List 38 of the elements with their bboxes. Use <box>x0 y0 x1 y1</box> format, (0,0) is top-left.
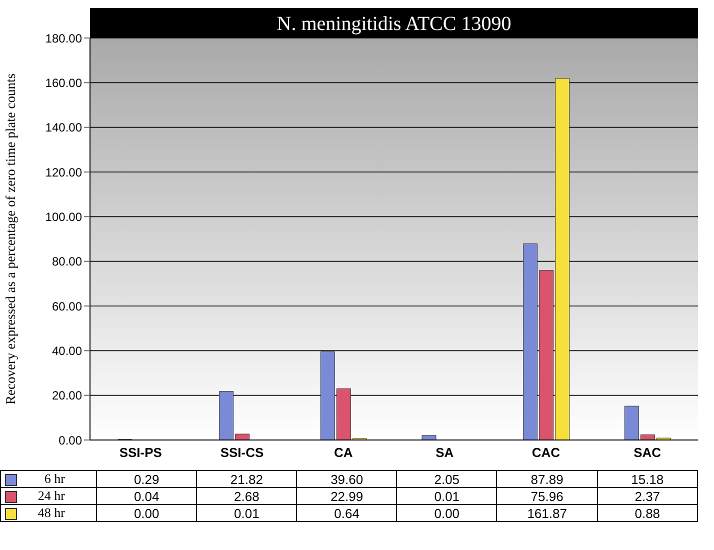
y-tick-label: 80.00 <box>52 254 82 269</box>
data-label: 2.37 <box>597 488 698 504</box>
y-tick-label: 180.00 <box>45 31 82 46</box>
x-tick-label: SSI-PS <box>119 445 162 460</box>
data-label: 21.82 <box>196 470 297 488</box>
data-label: 0.29 <box>96 470 197 488</box>
data-label: 0.00 <box>396 504 497 522</box>
data-label: 0.00 <box>96 504 197 522</box>
data-label: 39.60 <box>296 470 397 488</box>
data-label: 0.01 <box>196 504 297 522</box>
y-tick-label: 120.00 <box>45 165 82 180</box>
y-tick-label: 0.00 <box>58 433 82 448</box>
y-tick-label: 40.00 <box>52 344 82 358</box>
x-tick-label: CA <box>334 445 354 460</box>
data-label: 87.89 <box>496 470 598 488</box>
data-label: 15.18 <box>597 470 698 488</box>
data-label: 2.05 <box>396 470 497 488</box>
legend-label: 6 hr <box>43 471 65 487</box>
data-label: 0.04 <box>96 488 197 504</box>
x-tick-label: CAC <box>532 445 561 460</box>
legend-label: 48 hr <box>36 505 65 521</box>
data-label: 75.96 <box>496 488 598 504</box>
data-label: 2.68 <box>196 488 297 504</box>
x-tick-label: SSI-CS <box>220 445 264 460</box>
y-tick-label: 140.00 <box>45 120 82 135</box>
y-tick-label: 160.00 <box>45 76 82 90</box>
x-tick-label: SA <box>436 445 454 460</box>
legend-label: 24 hr <box>36 488 65 504</box>
data-label: 0.88 <box>597 504 698 522</box>
data-label: 0.64 <box>296 504 397 522</box>
y-tick-label: 100.00 <box>45 210 82 224</box>
y-axis-title: Recovery expressed as a percentage of zero time plate counts <box>2 74 18 404</box>
y-tick-label: 20.00 <box>52 388 82 403</box>
data-label: 0.01 <box>396 488 497 504</box>
data-label: 22.99 <box>296 488 397 504</box>
data-label: 161.87 <box>496 504 598 522</box>
x-tick-label: SAC <box>634 445 662 460</box>
y-tick-label: 60.00 <box>52 299 82 314</box>
